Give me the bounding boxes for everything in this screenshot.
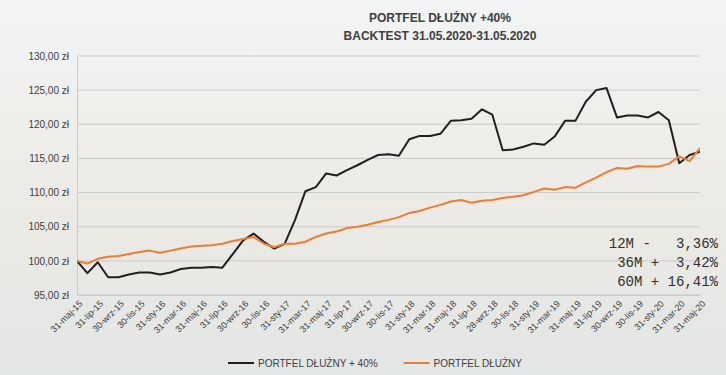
legend-item: PORTFEL DŁUŻNY: [404, 357, 523, 369]
subtitle: BACKTEST 31.05.2020-31.05.2020: [344, 29, 537, 43]
title: PORTFEL DŁUŻNY +40%: [369, 10, 511, 25]
y-tick: 105,00 zł: [28, 221, 77, 232]
grid: [77, 56, 700, 295]
grid-line: [77, 56, 700, 57]
y-axis-line: [77, 57, 78, 296]
y-axis: 95,00 zł 100,00 zł 105,00 zł 110,00 zł 115,0…: [28, 51, 77, 301]
y-tick-label: 110,00 zł: [29, 187, 70, 198]
y-tick-label: 100,00 zł: [28, 256, 69, 267]
grid-line: [77, 295, 700, 296]
grid-line: [77, 192, 700, 193]
chart: 95,00 zł 100,00 zł 105,00 zł 110,00 zł 115,0…: [0, 0, 726, 375]
legend-swatch: [228, 362, 254, 364]
y-tick: 115,00 zł: [29, 153, 77, 164]
legend-label: PORTFEL DŁUŻNY: [434, 357, 523, 369]
y-tick-label: 125,00 zł: [28, 85, 69, 96]
background: [0, 0, 726, 375]
legend-item: PORTFEL DŁUŻNY + 40%: [228, 357, 378, 369]
grid-line: [77, 226, 700, 227]
y-tick-label: 105,00 zł: [28, 221, 69, 232]
series-line: [77, 88, 700, 277]
x-tick-label: 31-maj-20: [672, 299, 708, 335]
series-line: [77, 148, 700, 263]
x-tick: 31-maj-20: [672, 295, 708, 334]
grid-line: [77, 124, 700, 125]
y-tick-label: 130,00 zł: [28, 51, 69, 62]
y-tick: 100,00 zł: [28, 256, 77, 267]
y-tick: 125,00 zł: [28, 85, 77, 96]
annotation: 12M - 3,36%: [609, 236, 719, 252]
x-axis-line: [78, 295, 701, 296]
legend: PORTFEL DŁUŻNY + 40% PORTFEL DŁUŻNY: [228, 357, 522, 369]
annotation: 36M + 3,42%: [617, 255, 718, 271]
plot-area: [77, 88, 700, 277]
y-tick-label: 120,00 zł: [28, 119, 69, 130]
grid-line: [77, 158, 700, 159]
y-tick-label: 95,00 zł: [34, 290, 70, 301]
legend-label: PORTFEL DŁUŻNY + 40%: [258, 357, 378, 369]
annotation: 60M + 16,41%: [617, 274, 718, 290]
legend-swatch: [404, 362, 430, 364]
y-tick: 95,00 zł: [34, 290, 77, 301]
y-tick-label: 115,00 zł: [29, 153, 70, 164]
y-tick: 130,00 zł: [28, 51, 77, 62]
grid-line: [77, 260, 700, 261]
x-axis: 31-maj-1531-lip-1530-wrz-1530-lis-1531-s…: [49, 295, 708, 335]
y-tick: 120,00 zł: [28, 119, 77, 130]
annotations: 12M - 3,36% 36M + 3,42% 60M + 16,41%: [609, 236, 719, 290]
y-tick: 110,00 zł: [29, 187, 77, 198]
